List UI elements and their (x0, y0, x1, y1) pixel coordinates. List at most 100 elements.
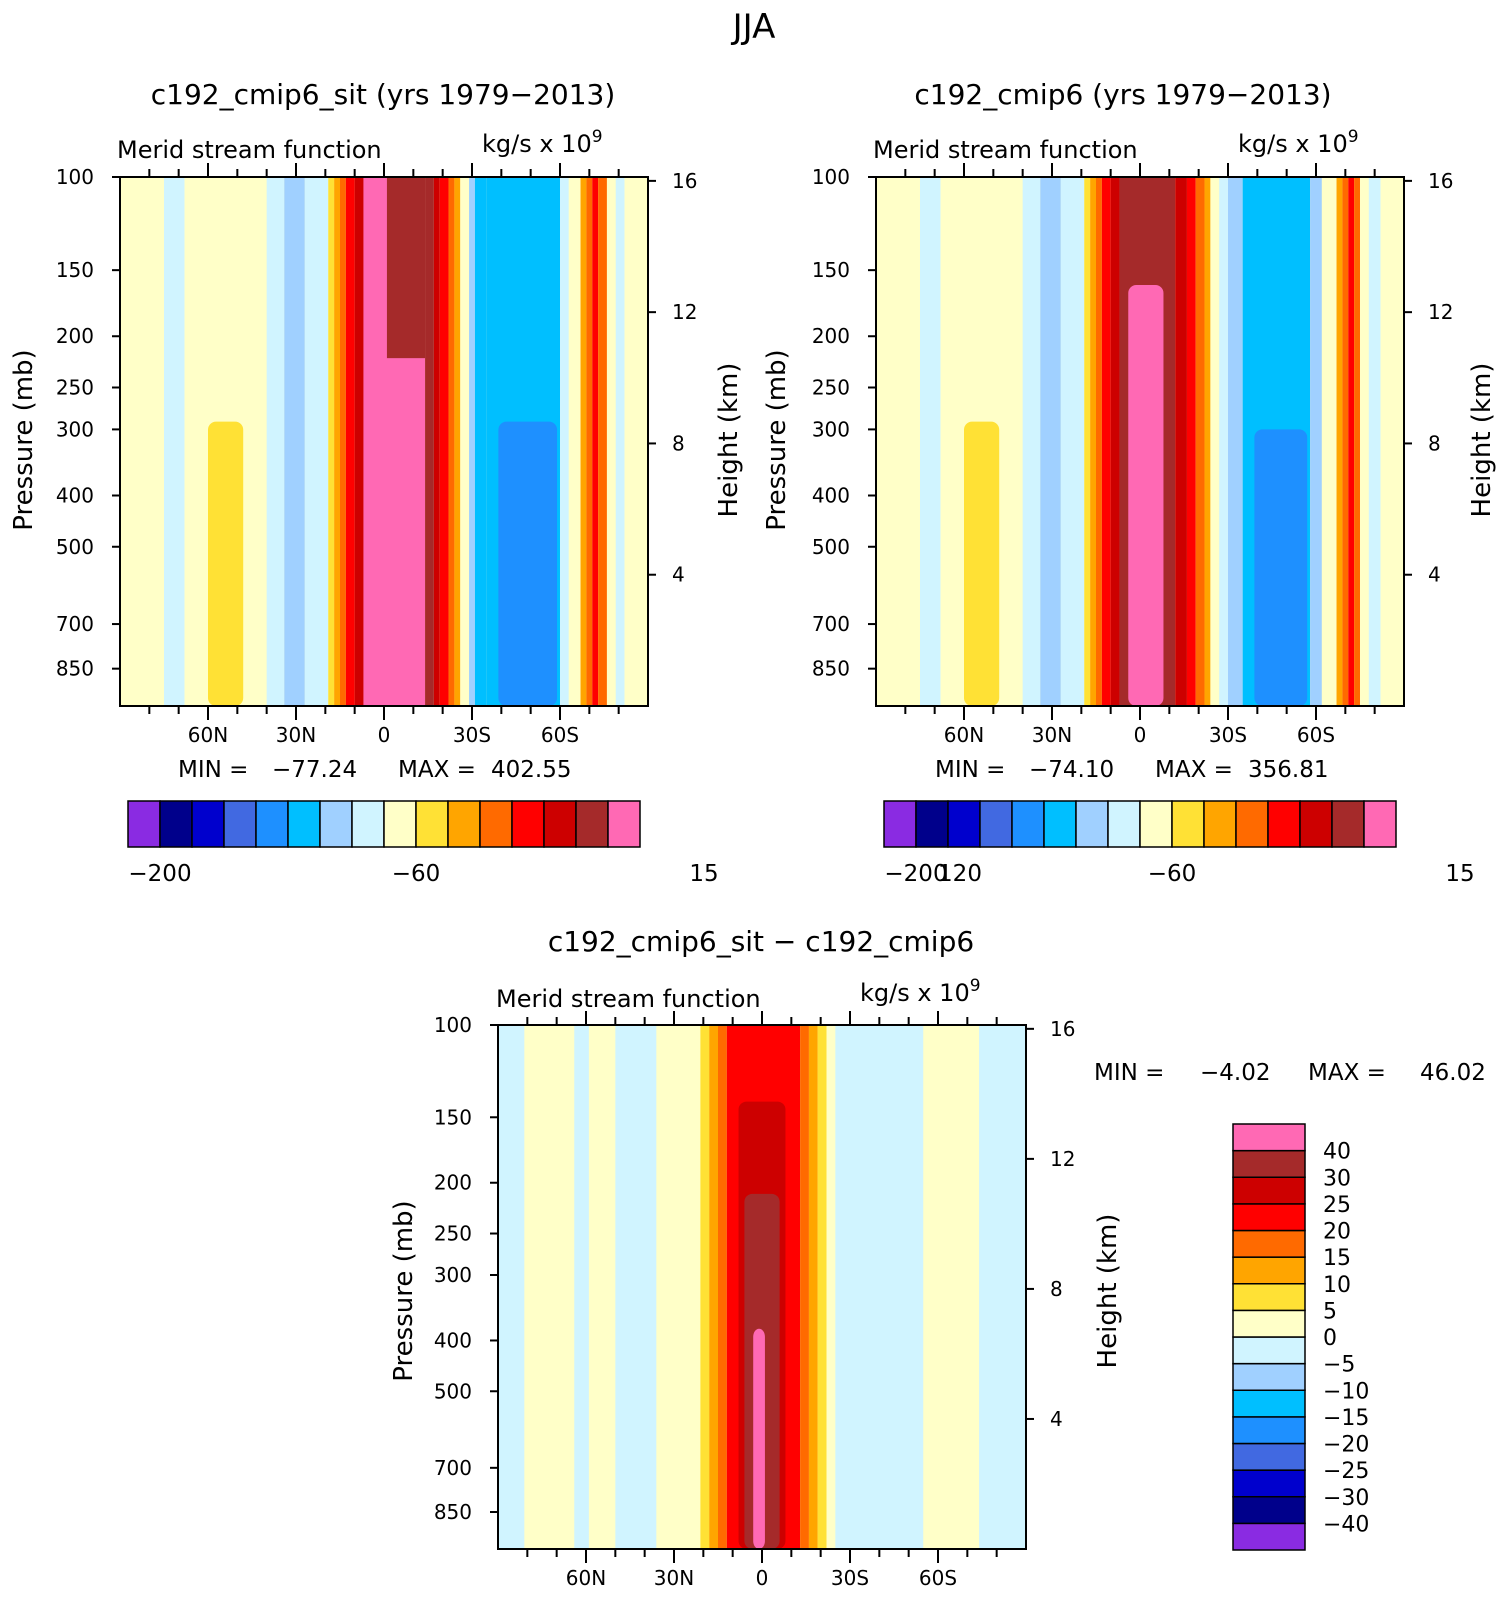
panel-3-contour-band (656, 1025, 701, 1549)
figure-title: JJA (731, 7, 776, 47)
panel-1-min-value: −77.24 (272, 757, 357, 783)
panel-1-lat-tick-label: 60S (541, 723, 579, 747)
panel-1-contour-band (304, 177, 329, 706)
panel-3-colorbar-label: −20 (1323, 1433, 1369, 1458)
panel-3-lat-tick-label: 60S (919, 1566, 957, 1590)
panel-3-colorbar-label: −30 (1323, 1486, 1369, 1511)
panel-3-contour-band (808, 1025, 818, 1549)
panel-1-contour-band (598, 177, 607, 706)
panel-3-lat-tick-label: 60N (566, 1566, 606, 1590)
panel-1-colorbar-label: −200 (128, 861, 191, 887)
panel-3-colorbar-label: 40 (1323, 1140, 1351, 1165)
panel-1-pressure-tick-label: 300 (56, 417, 94, 441)
panel-1-contour-band (425, 177, 434, 706)
panel-3-contour-band (835, 1025, 924, 1549)
panel-3-colorbar-cell (1232, 1123, 1306, 1152)
panel-2-colorbar-label: 15 (1445, 861, 1474, 887)
panel-2-contour-band (1204, 177, 1211, 706)
panel-3-colorbar-cell (1232, 1229, 1306, 1258)
panel-1-contour-band (345, 177, 355, 706)
panel-1-pressure-tick-label: 400 (56, 483, 94, 507)
panel-2-lat-tick-label: 60N (944, 723, 984, 747)
panel-1-colorbar-cell (287, 800, 321, 848)
panel-1: c192_cmip6_sit (yrs 1979−2013) Merid str… (9, 78, 982, 887)
panel-2-contour-band (1348, 177, 1355, 706)
panel-2-lat-tick-label: 60S (1297, 723, 1335, 747)
panel-2-contour-band (1219, 177, 1228, 706)
panel-2-contour-band (1336, 177, 1343, 706)
panel-3-contour-band (709, 1025, 718, 1549)
panel-3-colorbar-label: −15 (1323, 1406, 1369, 1431)
panel-1-contour-band (448, 177, 455, 706)
panel-2-contour-band (964, 421, 1000, 706)
panel-3-ylabel-right: Height (km) (1093, 1214, 1123, 1369)
panel-1-contour-band (354, 177, 364, 706)
panel-2-height-tick-label: 8 (1428, 431, 1441, 455)
panel-3-pressure-tick-label: 300 (434, 1263, 472, 1287)
panel-1-contour-band (439, 177, 449, 706)
panel-2-height-tick-label: 4 (1428, 563, 1441, 587)
panel-3-pressure-tick-label: 150 (434, 1105, 472, 1129)
panel-3-contour-band (923, 1025, 980, 1549)
panel-2-pressure-tick-label: 200 (812, 324, 850, 348)
panel-2-contour-band (1060, 177, 1085, 706)
panel-1-pressure-tick-label: 850 (56, 657, 94, 681)
panel-3-height-tick-label: 12 (1050, 1147, 1075, 1171)
panel-3-colorbar-label: −40 (1323, 1512, 1369, 1537)
panel-3-field-label: Merid stream function (496, 985, 761, 1013)
panel-2-field-label: Merid stream function (873, 136, 1138, 164)
panel-3-colorbar-label: 5 (1323, 1299, 1337, 1324)
panel-1-field-label: Merid stream function (117, 136, 382, 164)
panel-1-pressure-tick-label: 250 (56, 376, 94, 400)
panel-3-colorbar-label: 15 (1323, 1246, 1351, 1271)
panel-2-contour-band (1360, 177, 1369, 706)
panel-1-axes: 100 150 200 250 300 400 500 700 850 16 12 8 4 60N 30N 0… (56, 163, 697, 747)
panel-2-pressure-tick-label: 850 (812, 657, 850, 681)
panel-2-colorbar-cell (1363, 800, 1397, 848)
panel-2-units-exp: 9 (1348, 127, 1359, 147)
panel-1-colorbar-cell (319, 800, 353, 848)
panel-1-contour-band (433, 177, 440, 706)
panel-1-colorbar-cell (415, 800, 449, 848)
panel-1-height-tick-label: 12 (672, 300, 697, 324)
panel-3-max-label: MAX = (1308, 1060, 1386, 1086)
panel-2-contour-band (1186, 177, 1196, 706)
panel-1-colorbar-cell (607, 800, 641, 848)
panel-3-colorbar-cell (1232, 1309, 1306, 1338)
panel-2-contour-band (1310, 177, 1322, 706)
panel-1-units-label: kg/s x 109 (482, 127, 603, 158)
panel-3-lat-tick-label: 30S (831, 1566, 869, 1590)
panel-2-colorbar-cell (883, 800, 917, 848)
panel-2-contour-band (1096, 177, 1102, 706)
panel-3-colorbar-cell (1232, 1522, 1306, 1551)
panel-3-ylabel: Pressure (mb) (389, 1200, 419, 1381)
panel-1-colorbar-cell (127, 800, 161, 848)
panel-3-pressure-tick-label: 500 (434, 1379, 472, 1403)
panel-3-contour-band (524, 1025, 575, 1549)
panel-2-lat-tick-label: 0 (1134, 723, 1147, 747)
panel-2-colorbar-label: −200 (884, 861, 947, 887)
panel-2-colorbar-cell (1171, 800, 1205, 848)
panel-1-contour-band (340, 177, 346, 706)
panel-2-colorbar-cell (1107, 800, 1141, 848)
panel-1-contour-band (580, 177, 587, 706)
panel-3-contour-band (979, 1025, 1026, 1549)
panel-3-contour-band (498, 1025, 525, 1549)
panel-3-colorbar-cell (1232, 1442, 1306, 1471)
panel-2-contour-band (1354, 177, 1360, 706)
panel-2-plot (876, 177, 1404, 706)
panel-2-units: kg/s x 10 (1238, 130, 1348, 158)
panel-3-pressure-tick-label: 100 (434, 1013, 472, 1037)
panel-2-ylabel: Pressure (mb) (762, 349, 792, 530)
panel-3-colorbar-label: 30 (1323, 1166, 1351, 1191)
panel-3-colorbar-label: 20 (1323, 1220, 1351, 1245)
panel-3-colorbar-cell (1232, 1496, 1306, 1525)
panel-3-colorbar-label: −10 (1323, 1379, 1369, 1404)
panel-1-contour-band (568, 177, 581, 706)
panel-2-max-value: 356.81 (1248, 757, 1328, 783)
panel-2-ylabel-right: Height (km) (1467, 363, 1497, 518)
panel-1-contour-band (284, 177, 305, 706)
panel-2-contour-band (1368, 177, 1381, 706)
panel-3-pressure-tick-label: 850 (434, 1500, 472, 1524)
